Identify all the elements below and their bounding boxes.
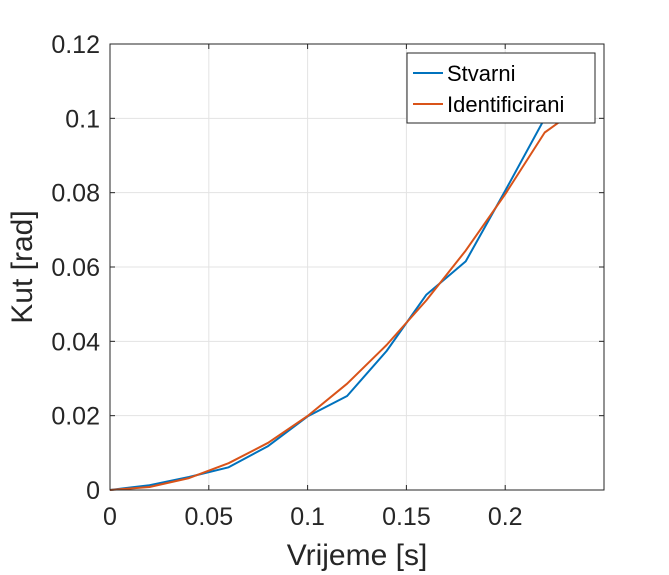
legend-label-stvarni: Stvarni (447, 61, 515, 86)
legend-label-identificirani: Identificirani (447, 92, 564, 117)
series-group (109, 117, 566, 491)
x-tick-label: 0.05 (184, 503, 233, 531)
y-tick-label: 0.1 (65, 105, 100, 133)
ticks: 0 0.05 0.1 0.15 0.2 0 0.02 0.04 0.06 0.08 0.1 0.12 (51, 31, 604, 531)
x-tick-label: 0.1 (290, 503, 325, 531)
y-tick-label: 0 (86, 477, 100, 505)
y-tick-label: 0.02 (51, 403, 100, 431)
y-tick-label: 0.12 (51, 31, 100, 59)
legend-box (406, 52, 596, 124)
y-tick-label: 0.06 (51, 254, 100, 282)
legend: Stvarni Identificirani (406, 52, 596, 124)
x-tick-label: 0 (103, 503, 117, 531)
y-tick-label: 0.08 (51, 180, 100, 208)
x-tick-label: 0.2 (488, 503, 523, 531)
series-line-stvarni (109, 117, 555, 491)
y-axis-label: Kut [rad] (6, 210, 39, 323)
x-axis-label: Vrijeme [s] (287, 539, 428, 572)
series-line-identificirani (109, 117, 566, 491)
x-tick-label: 0.15 (382, 503, 431, 531)
y-tick-label: 0.04 (51, 328, 100, 356)
